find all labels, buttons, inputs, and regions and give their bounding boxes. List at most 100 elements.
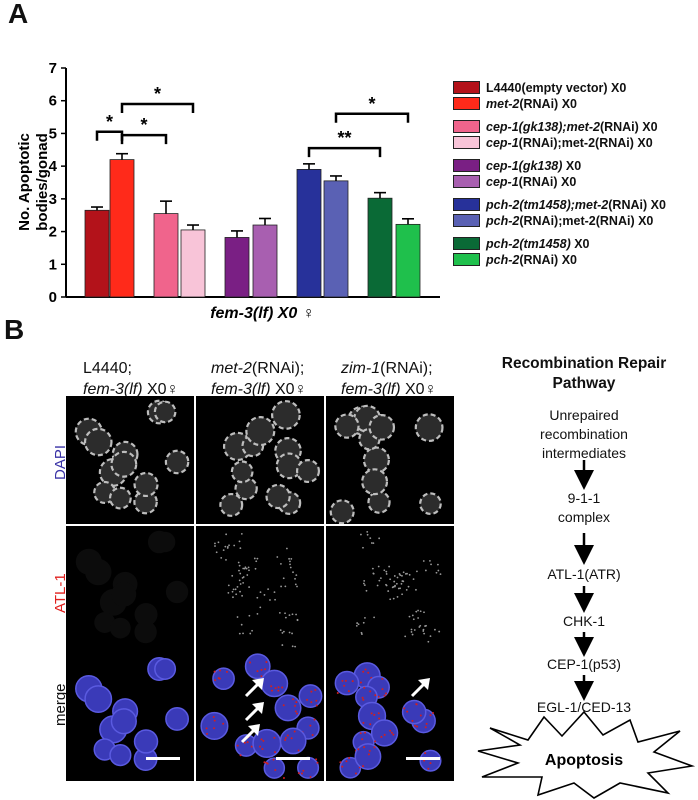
foci [233,544,236,547]
legend-label-suffix: (RNAi);met-2(RNAi) X0 [518,135,653,150]
foci [242,581,245,584]
foci [416,570,418,573]
foci [427,767,430,770]
pathway-step-text: recombination [540,426,628,442]
foci [241,594,243,597]
nucleus [244,653,271,680]
significance-bracket [334,112,410,123]
legend-label-gene: cep-1(gk138);met-2 [486,119,600,134]
foci [348,756,351,759]
y-axis-label-line1: No. Apoptotic [16,133,33,231]
foci [361,738,364,741]
legend-label: met-2(RNAi) X0 [486,97,577,111]
foci [214,545,216,547]
foci [239,572,242,575]
foci [399,587,402,590]
foci [393,580,396,583]
foci [373,746,376,749]
foci [435,571,438,574]
significance-bracket [120,102,195,113]
foci [295,613,297,616]
foci [418,626,421,628]
nucleus [219,492,244,517]
foci [362,765,365,768]
foci [222,549,225,552]
foci [360,533,362,536]
foci [213,670,216,673]
foci [292,698,295,701]
legend-label-suffix: (RNAi) X0 [519,96,577,111]
foci [239,583,242,585]
nucleus [165,707,190,731]
legend-label-gene: pch-2 [486,252,520,267]
foci [395,582,398,585]
nucleus [334,413,360,439]
apoptosis-label: Apoptosis [545,752,623,769]
foci [362,721,365,724]
foci [248,586,251,588]
foci [425,722,428,725]
foci [267,588,270,591]
foci [238,579,241,582]
foci [217,541,220,544]
foci [276,556,279,558]
bar [224,237,250,298]
foci [246,741,249,744]
foci [417,617,420,619]
nucleus [111,581,137,607]
foci [274,598,276,601]
foci [281,686,284,689]
foci [416,725,419,728]
pathway-step-911: 9-1-1 complex [470,489,698,527]
foci [362,546,364,549]
foci [219,669,222,672]
foci [261,748,264,751]
y-tick-label: 4 [49,158,58,175]
nucleus [334,670,360,696]
foci [213,727,216,730]
foci [363,584,366,587]
foci [394,584,396,587]
foci [397,587,400,590]
chart-legend: L4440(empty vector) X0 met-2(RNAi) X0 cep-… [453,80,698,280]
pathway-step-text: 9-1-1 [567,490,601,506]
foci [256,596,259,599]
genotype-text: fem-3(lf) [341,381,401,398]
apoptosis-starburst-icon [477,710,696,799]
foci [359,732,362,735]
foci [354,772,357,775]
foci [407,585,410,588]
foci [291,632,293,635]
foci [378,537,381,540]
foci [363,686,366,689]
nucleus [154,657,177,680]
foci [422,560,425,562]
foci [369,537,372,540]
panel-b-letter: B [4,314,25,345]
foci [281,644,284,646]
foci [385,573,388,575]
foci [227,584,230,587]
column-header-line1b: (RNAi); [380,360,433,377]
nucleus [329,499,355,524]
nucleus [109,744,132,767]
foci [336,692,339,695]
foci [239,590,241,593]
foci [389,578,392,581]
foci [429,714,432,717]
foci [341,765,344,768]
foci [273,751,276,754]
column-header-met2: met-2(RNAi); fem-3(lf) X0♀ [211,358,307,400]
foci [225,533,228,536]
legend-label-gene: cep-1 [486,135,519,150]
foci [273,736,276,739]
foci [284,585,287,588]
foci [225,670,228,673]
nucleus [274,694,302,722]
nucleus [265,483,291,510]
foci [362,698,365,701]
micrograph-atl1-col2 [196,526,324,654]
legend-item: L4440(empty vector) X0 [453,80,626,95]
foci [376,584,379,587]
pathway-step-chk1: CHK-1 [562,613,605,629]
